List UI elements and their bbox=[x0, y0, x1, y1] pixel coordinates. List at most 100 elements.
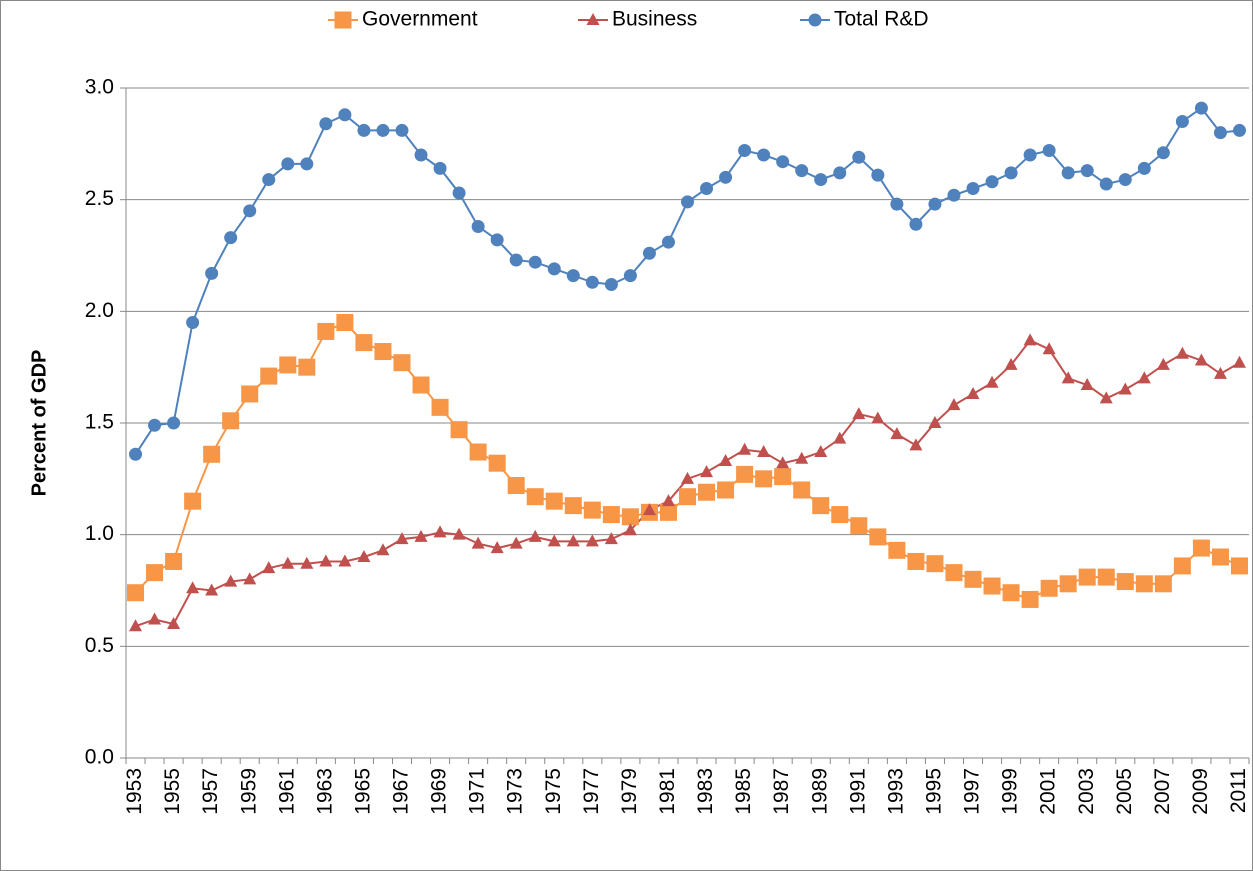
data-point bbox=[203, 445, 221, 463]
data-point bbox=[338, 554, 352, 567]
data-point bbox=[602, 506, 620, 524]
data-point bbox=[127, 584, 145, 602]
x-tick-label: 1957 bbox=[199, 768, 222, 815]
x-tick-label: 2007 bbox=[1151, 768, 1174, 815]
x-tick-label: 1987 bbox=[770, 768, 793, 815]
data-point bbox=[604, 278, 618, 292]
data-point bbox=[583, 501, 601, 519]
data-point bbox=[661, 494, 675, 507]
x-tick-label: 1981 bbox=[656, 768, 679, 815]
data-point bbox=[1021, 590, 1039, 608]
data-point bbox=[642, 246, 656, 260]
data-point bbox=[224, 231, 238, 245]
y-tick-label: 1.5 bbox=[85, 411, 114, 434]
data-point bbox=[148, 612, 162, 625]
y-tick-label: 0.5 bbox=[85, 634, 114, 657]
data-point bbox=[376, 543, 390, 556]
data-point bbox=[681, 195, 694, 209]
data-point bbox=[719, 170, 733, 184]
data-point bbox=[1211, 548, 1229, 566]
data-point bbox=[129, 447, 143, 461]
data-point bbox=[795, 164, 809, 178]
data-point bbox=[395, 532, 409, 545]
data-point bbox=[374, 343, 392, 361]
data-point bbox=[738, 442, 752, 455]
data-point bbox=[509, 253, 523, 267]
data-point bbox=[774, 468, 792, 486]
data-point bbox=[395, 123, 409, 137]
data-point bbox=[490, 541, 504, 554]
x-tick-label: 1965 bbox=[351, 768, 374, 815]
data-point bbox=[205, 583, 219, 596]
x-tick-label: 1995 bbox=[922, 768, 945, 815]
data-point bbox=[1099, 177, 1113, 191]
data-point bbox=[585, 275, 599, 289]
x-tick-label: 1967 bbox=[390, 768, 413, 815]
x-tick-label: 1971 bbox=[466, 768, 489, 815]
data-point bbox=[355, 334, 373, 352]
data-point bbox=[148, 418, 162, 432]
data-point bbox=[679, 488, 696, 506]
data-point bbox=[795, 451, 809, 464]
data-point bbox=[165, 552, 183, 570]
data-point bbox=[526, 488, 544, 506]
data-point bbox=[928, 197, 942, 211]
data-point bbox=[1154, 575, 1172, 593]
data-point bbox=[566, 534, 580, 547]
data-point bbox=[1135, 575, 1153, 593]
x-tick-label: 2009 bbox=[1189, 768, 1212, 815]
x-tick-label: 1953 bbox=[123, 768, 146, 815]
data-point bbox=[167, 617, 181, 629]
data-point bbox=[414, 148, 428, 162]
data-point bbox=[186, 581, 200, 594]
data-point bbox=[757, 148, 771, 162]
data-point bbox=[1042, 342, 1056, 355]
data-point bbox=[1173, 557, 1191, 575]
data-point bbox=[1002, 584, 1020, 602]
x-tick-label: 1993 bbox=[884, 768, 907, 815]
legend-marker bbox=[808, 13, 822, 27]
data-point bbox=[357, 550, 371, 562]
data-point bbox=[469, 443, 487, 461]
data-point bbox=[1230, 557, 1248, 575]
data-point bbox=[414, 529, 428, 542]
data-point bbox=[1137, 161, 1151, 175]
data-point bbox=[509, 536, 523, 549]
data-point bbox=[317, 322, 335, 340]
data-point bbox=[452, 527, 466, 540]
data-point bbox=[1023, 148, 1037, 162]
y-axis-label: Percent of GDP bbox=[28, 350, 50, 497]
data-point bbox=[700, 182, 714, 195]
x-tick-label: 1989 bbox=[808, 768, 831, 815]
data-point bbox=[450, 421, 468, 439]
data-point bbox=[1192, 539, 1210, 557]
x-tick-label: 2003 bbox=[1075, 768, 1098, 815]
data-point bbox=[985, 175, 999, 189]
data-point bbox=[983, 577, 1001, 595]
data-point bbox=[547, 534, 561, 547]
y-tick-label: 3.0 bbox=[85, 76, 114, 99]
data-point bbox=[1061, 371, 1075, 384]
data-point bbox=[412, 376, 430, 394]
data-point bbox=[642, 503, 656, 516]
data-point bbox=[1213, 366, 1227, 379]
data-point bbox=[1061, 166, 1075, 180]
data-point bbox=[947, 188, 961, 202]
data-point bbox=[966, 182, 980, 195]
data-point bbox=[224, 574, 238, 587]
data-point bbox=[585, 534, 599, 547]
data-point bbox=[241, 385, 259, 403]
data-point bbox=[871, 168, 885, 182]
x-tick-label: 1959 bbox=[237, 768, 260, 815]
data-point bbox=[1213, 126, 1227, 140]
x-tick-label: 1969 bbox=[428, 768, 451, 815]
data-point bbox=[1080, 164, 1094, 178]
data-point bbox=[661, 235, 675, 249]
data-point bbox=[1080, 378, 1094, 391]
data-point bbox=[945, 564, 963, 582]
legend-marker bbox=[334, 11, 352, 29]
data-point bbox=[1118, 382, 1132, 395]
data-point bbox=[281, 157, 295, 171]
data-point bbox=[205, 266, 219, 280]
